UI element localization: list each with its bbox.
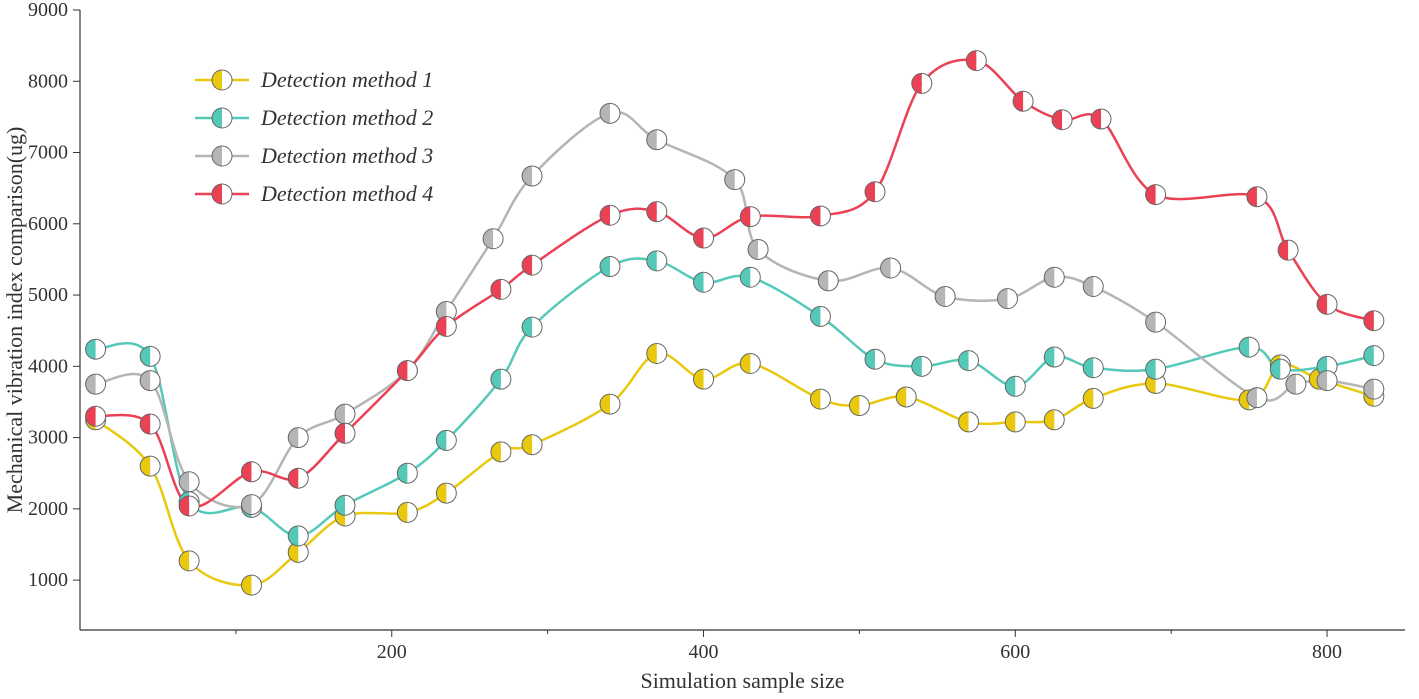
svg-text:1000: 1000 <box>28 569 68 591</box>
svg-text:4000: 4000 <box>28 355 68 377</box>
svg-text:Detection method 1: Detection method 1 <box>260 67 433 92</box>
svg-text:2000: 2000 <box>28 498 68 520</box>
svg-text:5000: 5000 <box>28 284 68 306</box>
svg-text:Simulation sample size: Simulation sample size <box>640 668 844 693</box>
svg-text:Detection method 3: Detection method 3 <box>260 143 433 168</box>
chart-container: 200 400 600 800 1000 2000 3000 4000 5000 6000 7000… <box>0 0 1419 699</box>
line-chart: 200 400 600 800 1000 2000 3000 4000 5000 6000 7000… <box>0 0 1419 699</box>
svg-text:Mechanical vibration index com: Mechanical vibration index comparison(ug… <box>2 127 27 514</box>
svg-text:200: 200 <box>377 641 407 663</box>
svg-text:Detection method 2: Detection method 2 <box>260 105 433 130</box>
svg-text:8000: 8000 <box>28 70 68 92</box>
svg-text:400: 400 <box>689 641 719 663</box>
svg-text:Detection method 4: Detection method 4 <box>260 181 433 206</box>
svg-text:9000: 9000 <box>28 0 68 21</box>
svg-text:6000: 6000 <box>28 213 68 235</box>
svg-text:3000: 3000 <box>28 427 68 449</box>
svg-text:7000: 7000 <box>28 142 68 164</box>
svg-text:600: 600 <box>1000 641 1030 663</box>
svg-text:800: 800 <box>1312 641 1342 663</box>
